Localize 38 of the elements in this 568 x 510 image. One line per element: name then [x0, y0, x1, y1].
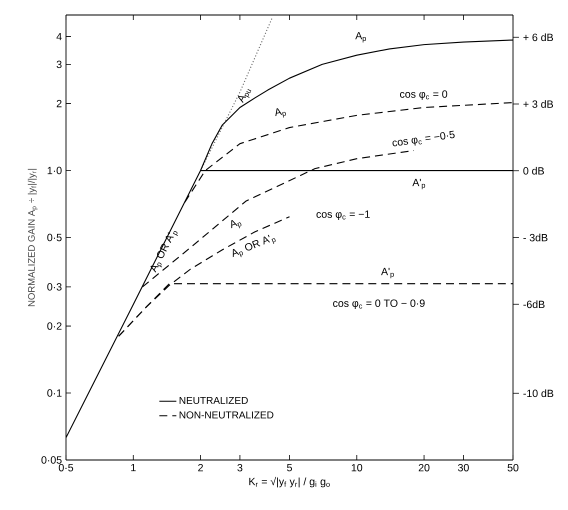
x-tick-label: 10	[352, 464, 362, 472]
y2-tick-label: + 6 dB	[523, 33, 553, 42]
text: K$_{r}$ = √|y$_{f}$ y$_{r}$| / g$_{i}$ g$_{o}$	[249, 476, 330, 488]
y-tick-label: 0·2	[47, 322, 62, 330]
y2-tick-label: + 3 dB	[523, 100, 553, 108]
annotation: A$_{pu}$	[238, 88, 252, 103]
annotation: A$_{p}$ OR A'$_{p}$	[232, 234, 276, 258]
legend-label: NON-NEUTRALIZED	[180, 411, 274, 418]
y2-tick-label: -10 dB	[523, 389, 554, 398]
annotation: A'$_{p}$	[381, 268, 394, 278]
x-tick-label: 2	[198, 464, 203, 472]
annotation: A'$_{p}$	[412, 178, 426, 190]
y2-tick-label: 0 dB	[523, 166, 544, 175]
x-tick-label: 5	[287, 464, 292, 472]
y-tick-label: 0·1	[47, 389, 62, 397]
y2-tick-label: - 3dB	[523, 234, 548, 242]
x-tick-label: 3	[237, 464, 242, 472]
y-axis-title: NORMALIZED GAIN A$_{p}$ ÷ |y$_{f}$|/|y$_{r}$|	[28, 168, 38, 306]
legend-label: NEUTRALIZED	[180, 396, 248, 404]
y-tick-label: 0·3	[47, 283, 62, 291]
annotation: A$_{p}$	[231, 220, 242, 228]
annotation: cos φ$_{c}$ = −1	[316, 210, 370, 220]
annotation: cos φ$_{c}$ = 0	[400, 90, 448, 100]
y2-tick-label: -6dB	[523, 300, 545, 308]
annotation: A$_{p}$	[355, 32, 366, 42]
annotation: cos φ$_{c}$ = 0 TO − 0·9	[333, 300, 425, 309]
y-tick-label: 2	[56, 100, 62, 108]
x-tick-label: 1	[131, 464, 136, 472]
x-tick-label: 20	[418, 464, 430, 472]
x-tick-label: 50	[508, 464, 518, 472]
annotation: A$_{p}$	[275, 108, 286, 118]
y-tick-label: 0·05	[41, 456, 62, 464]
annotation: cos φ$_{c}$ = −0·5	[392, 130, 455, 146]
y-tick-label: 1·0	[48, 166, 62, 174]
x-tick-label: 30	[458, 464, 469, 472]
y-tick-label: 3	[56, 60, 62, 68]
y-tick-label: 0·5	[47, 234, 62, 242]
y-tick-label: 4	[56, 32, 62, 40]
